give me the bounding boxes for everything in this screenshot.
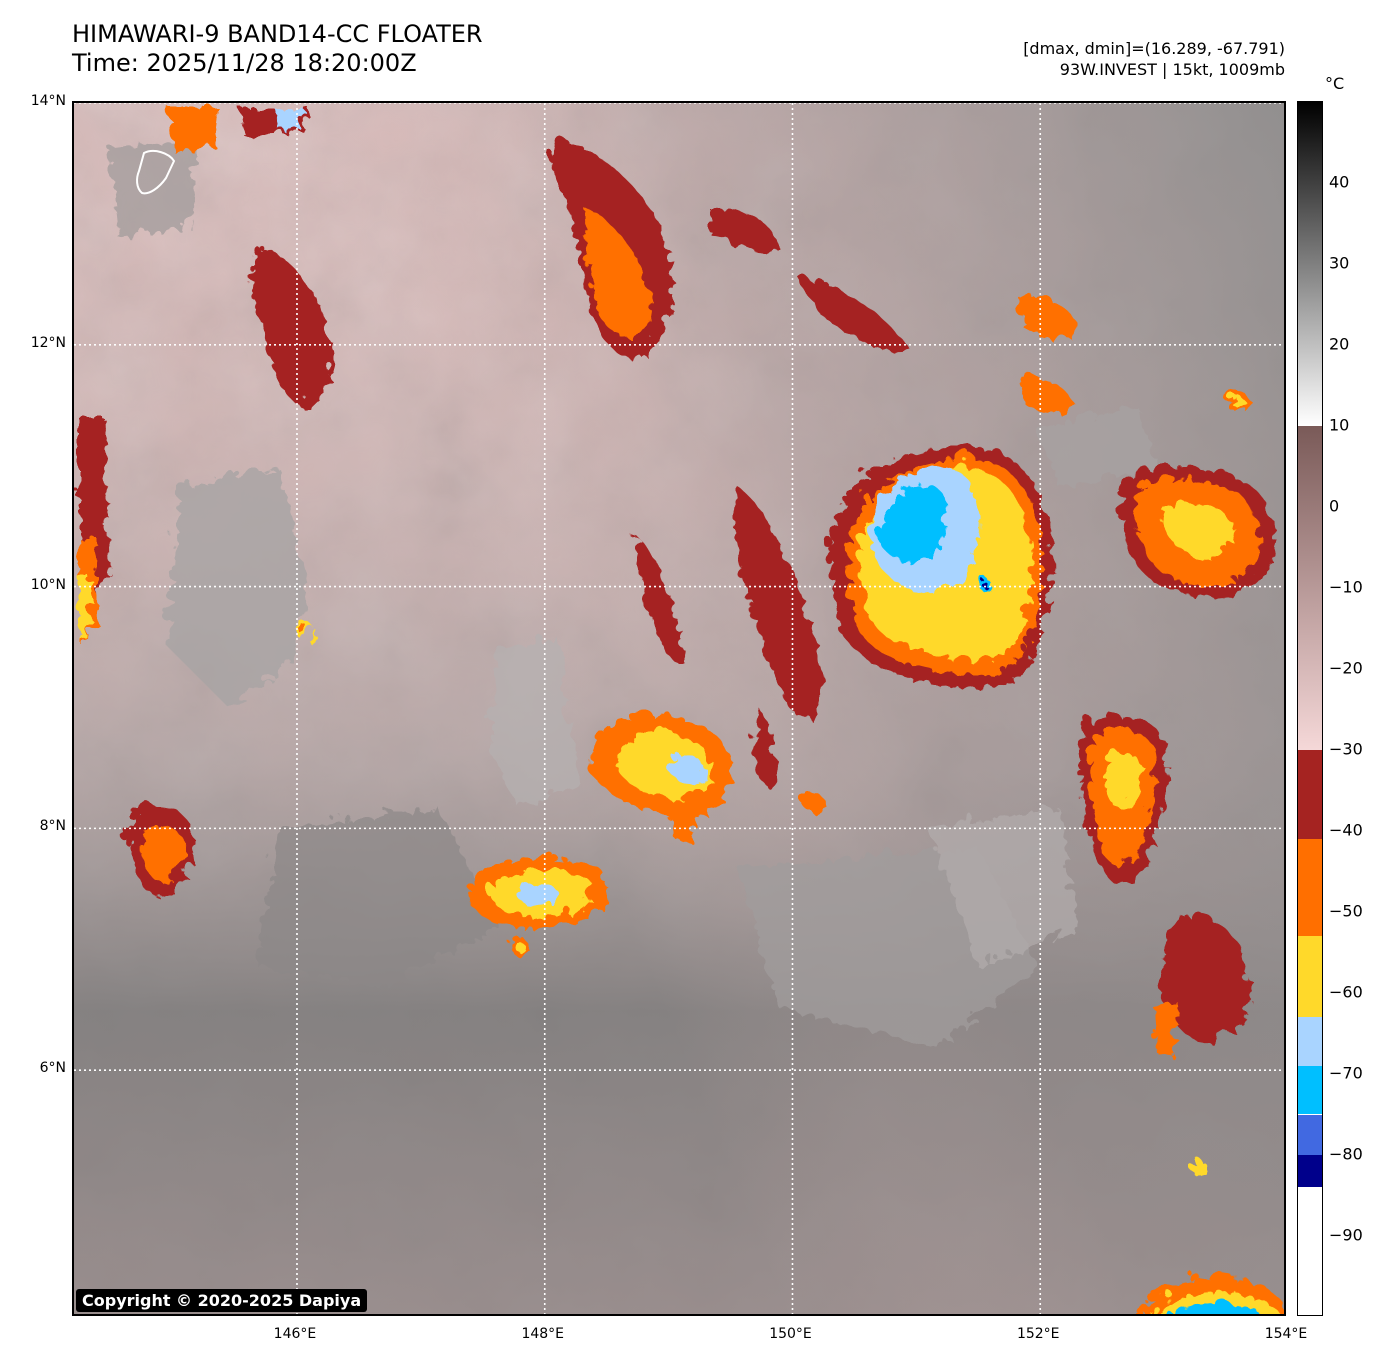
colorbar-unit: °C — [1325, 74, 1345, 93]
colorbar-tick-label: −70 — [1329, 1063, 1363, 1083]
longitude-label: 148°E — [521, 1326, 565, 1342]
colorbar-segment — [1298, 1017, 1322, 1066]
colorbar-tick-label: −40 — [1329, 820, 1363, 840]
observation-time: Time: 2025/11/28 18:20:00Z — [72, 49, 417, 77]
temperature-colorbar — [1297, 101, 1323, 1316]
latitude-label: 10°N — [30, 576, 66, 593]
colorbar-tick-label: 10 — [1329, 415, 1350, 435]
guam-outline — [136, 150, 176, 195]
colorbar-segment — [1298, 839, 1322, 937]
colorbar-segment — [1298, 102, 1322, 426]
storm-info-label: 93W.INVEST | 15kt, 1009mb — [1059, 60, 1285, 79]
colorbar-tick-label: −80 — [1329, 1144, 1363, 1164]
product-title: HIMAWARI-9 BAND14-CC FLOATER — [72, 20, 483, 48]
satellite-map: Copyright © 2020-2025 Dapiya — [72, 101, 1286, 1316]
longitude-label: 152°E — [1016, 1326, 1060, 1342]
colorbar-segment — [1298, 1155, 1322, 1188]
colorbar-tick-label: −30 — [1329, 739, 1363, 759]
latitude-label: 14°N — [30, 93, 66, 109]
satellite-imagery — [74, 103, 1284, 1314]
colorbar-tick-label: −60 — [1329, 982, 1363, 1002]
latitude-label: 12°N — [30, 334, 66, 351]
colorbar-tick-label: −10 — [1329, 577, 1363, 597]
colorbar-tick-label: 20 — [1329, 334, 1350, 354]
colorbar-tick-label: 30 — [1329, 253, 1350, 273]
latitude-label: 6°N — [39, 1060, 66, 1077]
colorbar-segment — [1298, 426, 1322, 750]
longitude-label: 154°E — [1264, 1326, 1308, 1342]
colorbar-tick-label: −90 — [1329, 1225, 1363, 1245]
colorbar-segment — [1298, 1187, 1322, 1315]
colorbar-tick-label: −50 — [1329, 901, 1363, 921]
longitude-label: 146°E — [273, 1326, 317, 1342]
colorbar-segment — [1298, 750, 1322, 840]
colorbar-segment — [1298, 1114, 1322, 1155]
cold-cloud-shapes — [74, 103, 1284, 1314]
colorbar-tick-label: −20 — [1329, 658, 1363, 678]
longitude-label: 150°E — [769, 1326, 812, 1342]
meta-block: [dmax, dmin]=(16.289, -67.791) 93W.INVES… — [1023, 38, 1285, 80]
colorbar-segment — [1298, 1065, 1322, 1115]
colorbar-segment — [1298, 936, 1322, 1018]
colorbar-tick-label: 40 — [1329, 172, 1350, 192]
chart-title-block: HIMAWARI-9 BAND14-CC FLOATER Time: 2025/… — [72, 20, 483, 78]
data-range-label: [dmax, dmin]=(16.289, -67.791) — [1023, 39, 1285, 58]
graticule — [74, 103, 1284, 1314]
copyright-badge: Copyright © 2020-2025 Dapiya — [76, 1289, 368, 1312]
colorbar-tick-label: 0 — [1329, 496, 1340, 516]
latitude-label: 8°N — [39, 818, 66, 835]
